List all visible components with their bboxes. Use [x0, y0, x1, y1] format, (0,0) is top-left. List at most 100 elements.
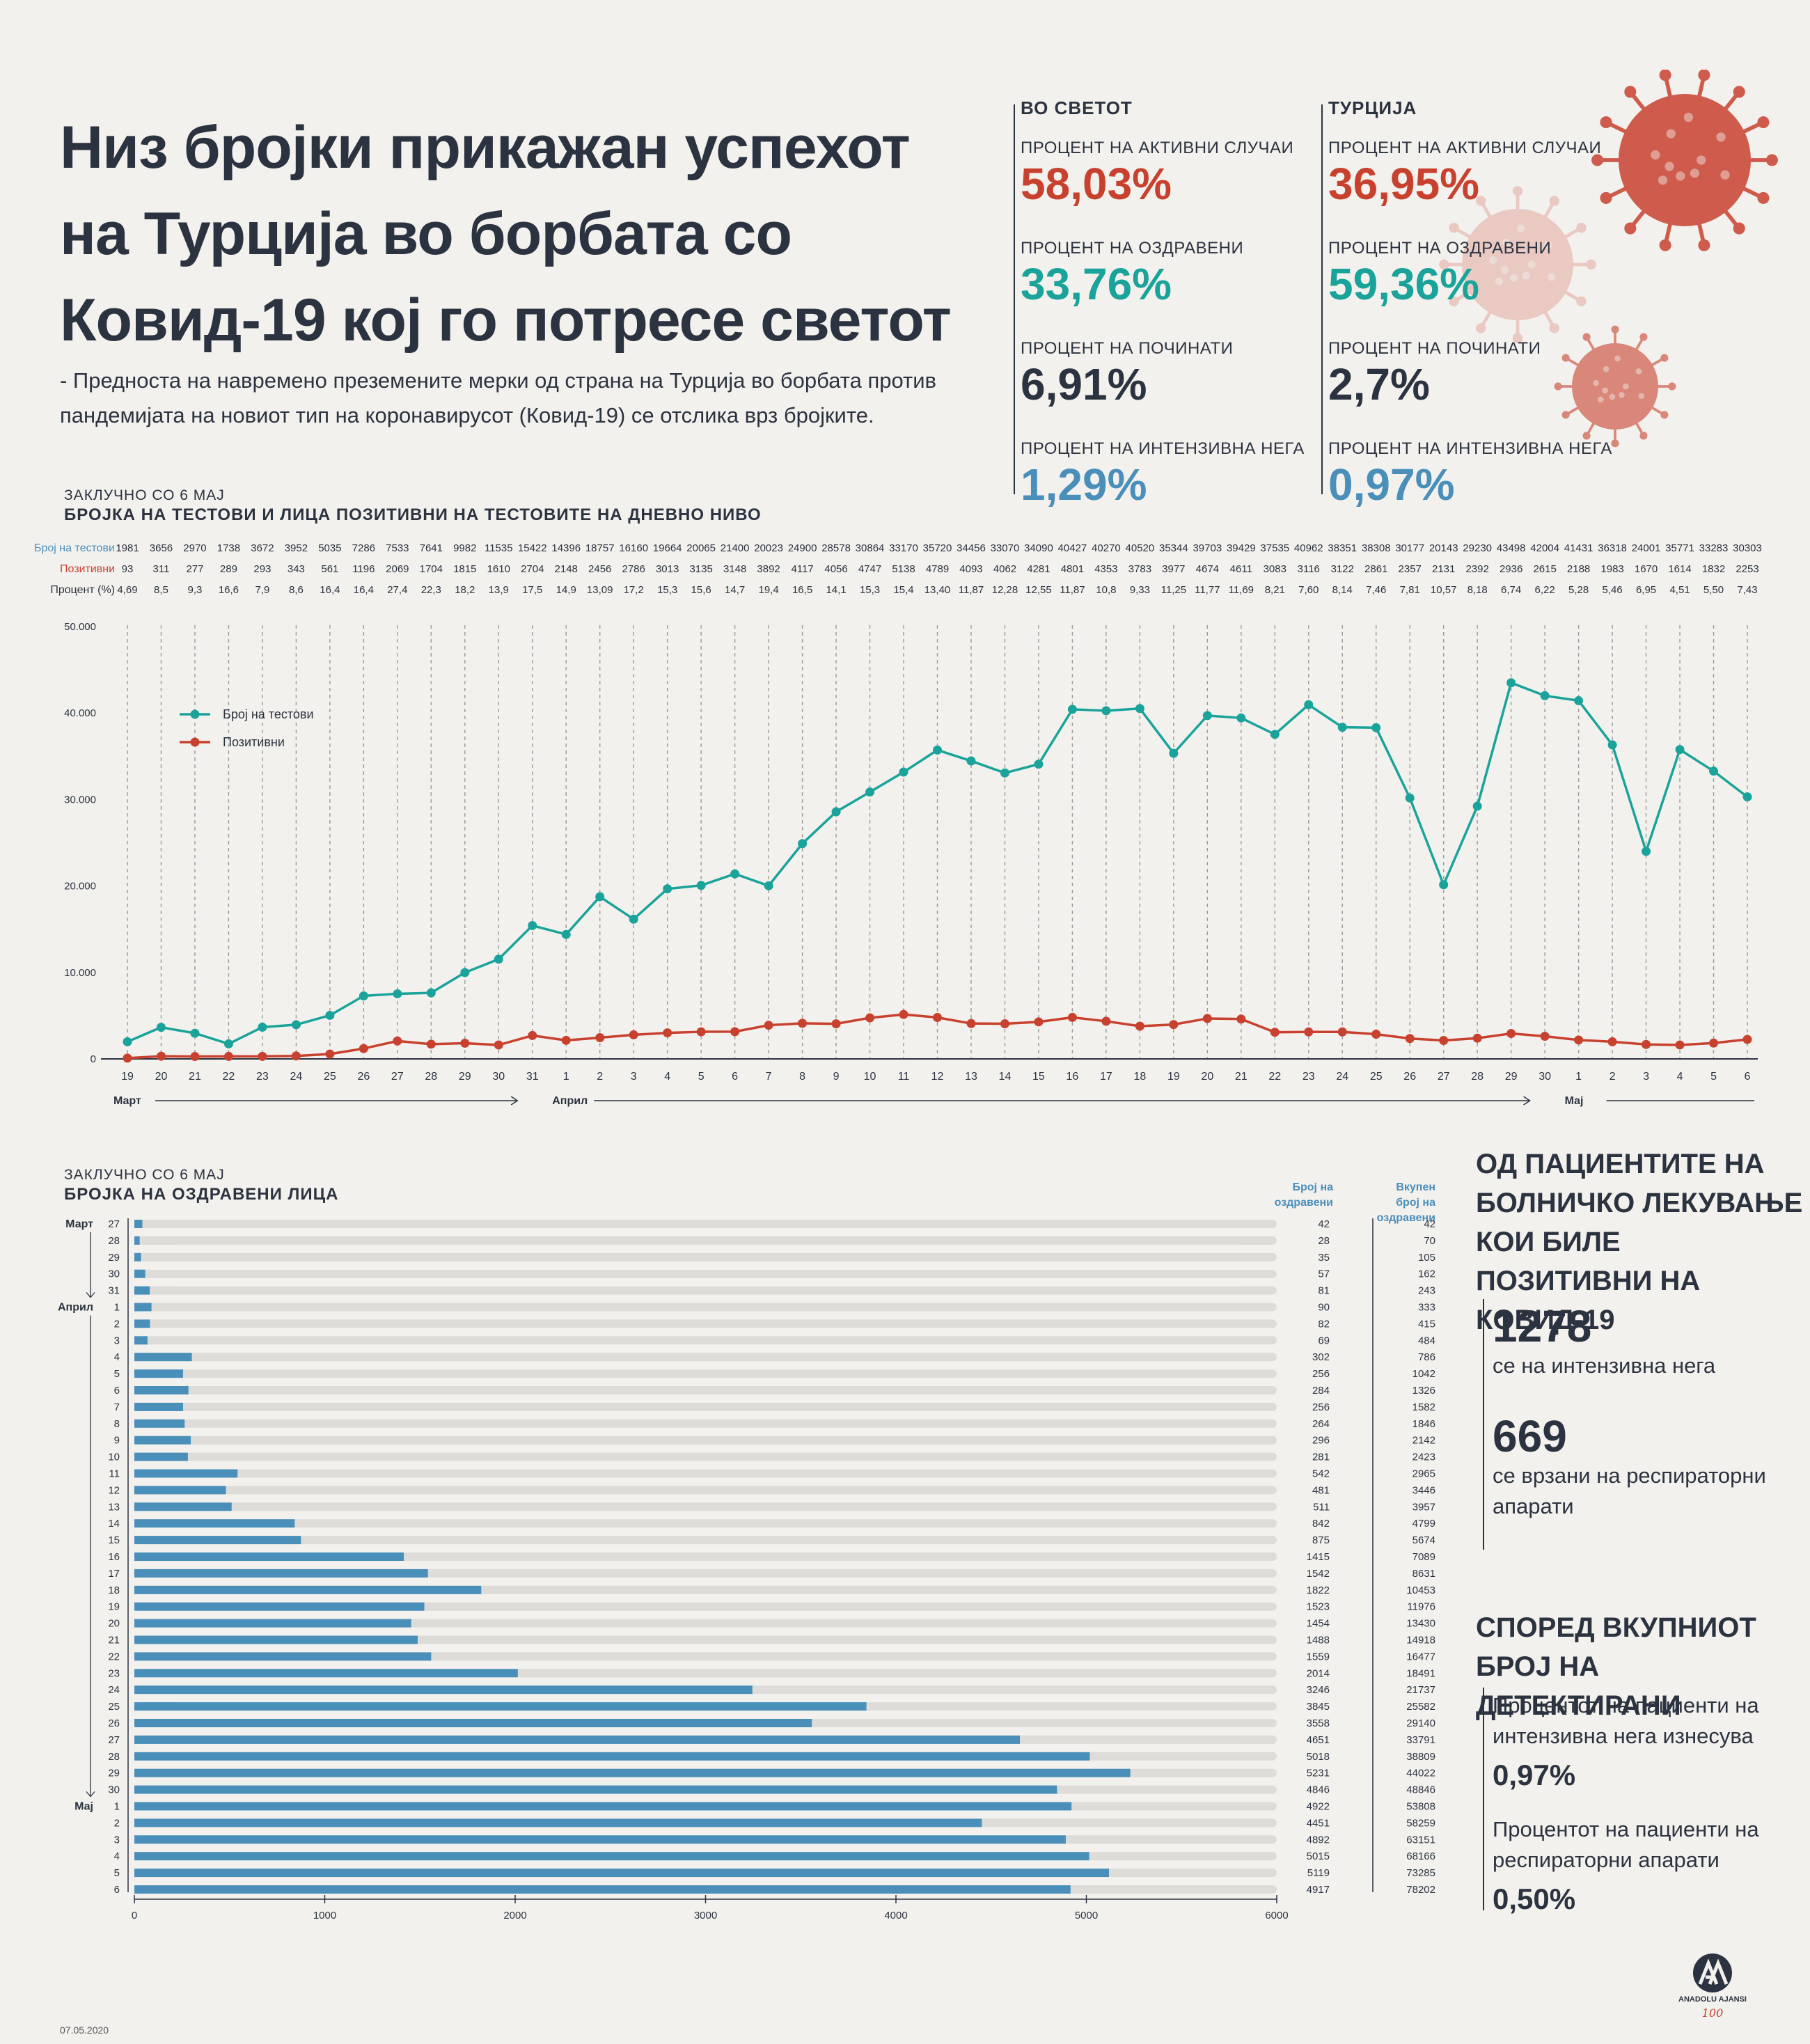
turkey-stat-label: ПРОЦЕНТ НА ОЗДРАВЕНИ	[1328, 239, 1552, 258]
recovered-bar	[134, 1452, 188, 1461]
tests-point	[933, 745, 942, 755]
y-tick-label: 3	[114, 1335, 120, 1346]
recovered-bar	[134, 1519, 295, 1528]
percent-cell: 12,28	[992, 584, 1018, 596]
recovered-value: 1523	[1307, 1601, 1330, 1613]
tests-cell: 24001	[1632, 542, 1661, 554]
x-tick-label: 27	[391, 1071, 404, 1083]
percent-cell: 17,2	[624, 584, 644, 596]
recovered-value: 69	[1318, 1335, 1330, 1346]
tests-cell: 3672	[251, 542, 274, 554]
virus-illustration	[1439, 70, 1778, 448]
recovered-value: 5018	[1307, 1751, 1330, 1763]
table-row-label: Број на тестови	[34, 542, 115, 554]
bar-track	[134, 1536, 1277, 1545]
positive-cell: 2357	[1399, 563, 1422, 575]
tests-cell: 20065	[686, 542, 716, 554]
aa-logo: ANADOLU AJANSI 100	[1671, 1949, 1754, 2026]
y-tick-label: 29	[108, 1768, 120, 1779]
recovered-bar	[134, 1752, 1090, 1761]
positive-cell: 293	[253, 563, 271, 575]
total-value: 70	[1424, 1235, 1435, 1247]
positive-cell: 4611	[1230, 563, 1252, 575]
tests-point	[393, 989, 402, 998]
turkey-stat-value: 36,95%	[1328, 159, 1480, 209]
tests-point	[831, 807, 841, 817]
percent-cell: 27,4	[387, 584, 407, 596]
positive-cell: 1815	[453, 563, 476, 575]
x-tick-label: 24	[1336, 1071, 1348, 1083]
positive-point	[865, 1013, 875, 1023]
x-tick-label: 24	[290, 1071, 302, 1083]
hospital-divider	[1483, 1299, 1484, 1550]
percent-cell: 15,3	[657, 584, 677, 596]
x-tick-label: 3000	[694, 1910, 717, 1921]
percent-cell: 5,50	[1703, 584, 1724, 596]
total-value: 2423	[1412, 1452, 1435, 1463]
y-tick-label: 20.000	[64, 881, 96, 893]
total-value: 48846	[1406, 1784, 1435, 1796]
positive-point	[223, 1051, 233, 1061]
month-arrow	[86, 1292, 95, 1298]
y-tick-label: 4	[114, 1351, 120, 1363]
tests-cell: 19664	[653, 542, 682, 554]
tests-point	[1540, 691, 1550, 700]
y-tick-label: 8	[114, 1418, 120, 1430]
positive-cell: 2704	[521, 563, 544, 575]
positive-point	[933, 1013, 942, 1023]
x-tick-label: 6	[732, 1071, 738, 1083]
percent-cell: 4,69	[117, 584, 137, 596]
recovered-bar	[134, 1402, 184, 1411]
positive-cell: 289	[220, 563, 237, 575]
percent-cell: 15,3	[860, 584, 880, 596]
positive-cell: 3116	[1298, 563, 1320, 575]
y-tick-label: 21	[108, 1635, 120, 1646]
y-tick-label: 17	[108, 1568, 120, 1580]
x-tick-label: 26	[1403, 1071, 1416, 1083]
positive-point	[629, 1030, 638, 1039]
month-label: Март	[113, 1095, 141, 1107]
positive-cell: 4093	[959, 563, 982, 575]
total-value: 7089	[1412, 1551, 1435, 1563]
y-tick-label: 12	[108, 1484, 120, 1496]
percent-cell: 7,60	[1298, 584, 1319, 596]
tests-point	[258, 1022, 267, 1032]
tests-point	[359, 991, 368, 1001]
tests-point	[291, 1020, 301, 1030]
x-tick-label: 14	[999, 1071, 1012, 1083]
tests-cell: 33170	[889, 542, 918, 554]
y-tick-label: 18	[108, 1585, 120, 1596]
y-tick-label: 10.000	[64, 967, 96, 979]
positive-cell: 2936	[1500, 563, 1522, 575]
positive-cell: 3148	[723, 563, 746, 575]
positive-point	[460, 1038, 470, 1048]
percent-cell: 7,46	[1366, 584, 1386, 596]
positive-cell: 3122	[1331, 563, 1354, 575]
tests-cell: 9982	[453, 542, 476, 554]
y-tick-label: 28	[108, 1751, 120, 1763]
percent-cell: 16,6	[219, 584, 239, 596]
recovered-bar	[134, 1353, 192, 1362]
detected-vent-pct: 0,50%	[1493, 1882, 1576, 1915]
total-value: 25582	[1406, 1701, 1435, 1713]
x-tick-label: 6000	[1265, 1910, 1288, 1921]
positive-cell: 1704	[420, 563, 443, 575]
total-value: 333	[1418, 1302, 1435, 1314]
recovered-value: 284	[1312, 1385, 1330, 1397]
recovered-value: 3246	[1307, 1684, 1330, 1696]
percent-cell: 16,4	[354, 584, 374, 596]
total-value: 5674	[1412, 1534, 1435, 1546]
recovered-bar	[134, 1669, 518, 1678]
total-value: 1582	[1412, 1401, 1435, 1413]
icu-number: 1278	[1493, 1301, 1592, 1351]
tests-cell: 42004	[1530, 542, 1559, 554]
total-value: 58259	[1406, 1817, 1435, 1829]
tests-point	[123, 1037, 132, 1046]
virus-icon	[1591, 70, 1778, 251]
positive-cell: 1196	[352, 563, 375, 575]
positive-cell: 1670	[1635, 563, 1658, 575]
positive-cell: 3083	[1264, 563, 1286, 575]
tests-cell: 38308	[1362, 542, 1391, 554]
tests-point	[899, 767, 908, 777]
positive-point	[393, 1036, 402, 1046]
